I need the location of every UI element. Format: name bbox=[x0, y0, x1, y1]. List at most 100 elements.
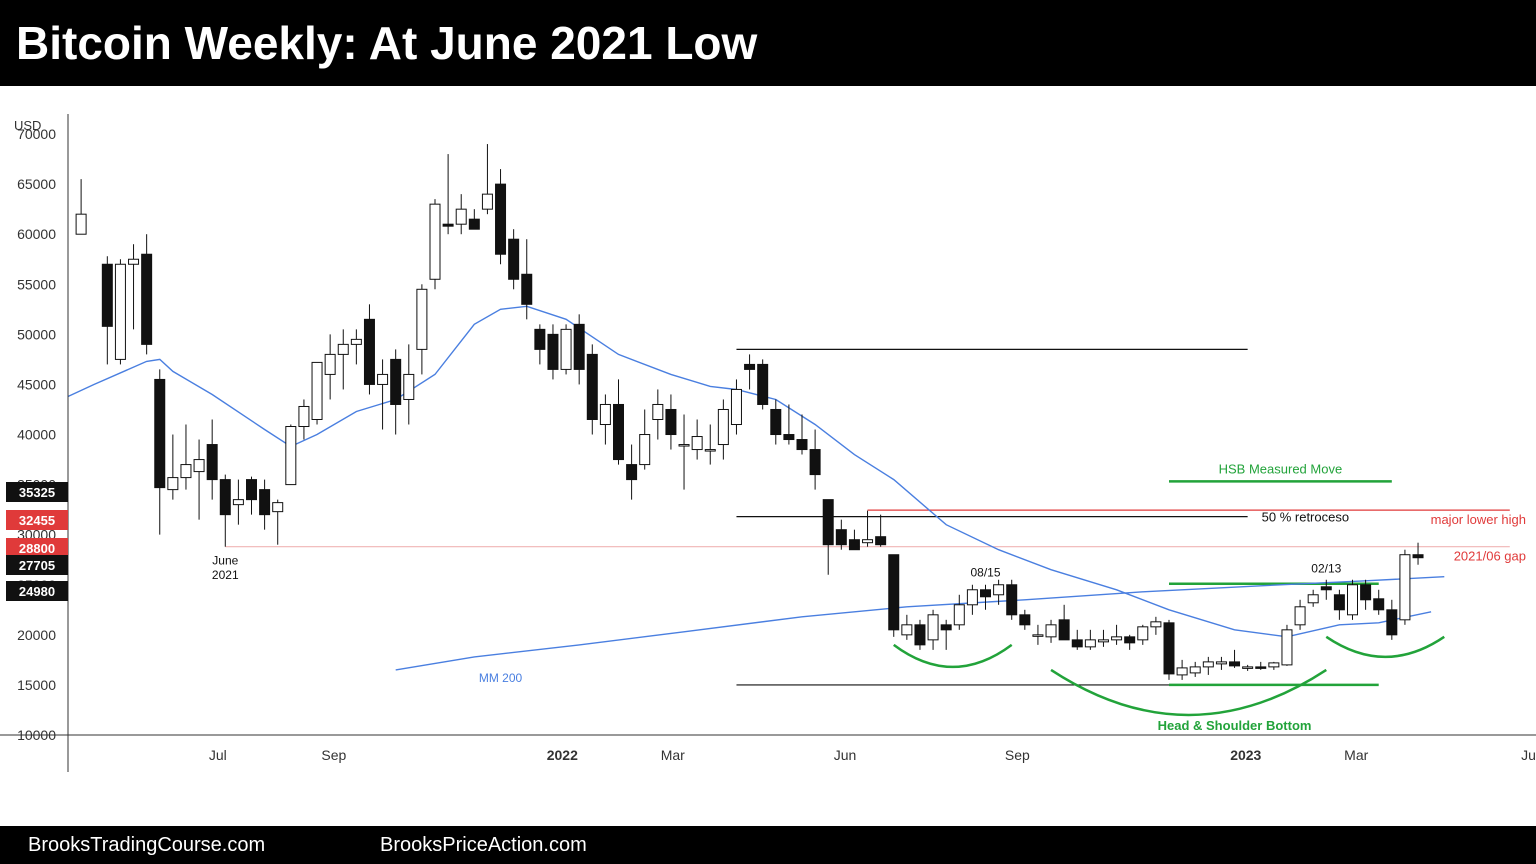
candle-body-bull bbox=[993, 584, 1005, 596]
candle bbox=[1163, 619, 1175, 680]
candle bbox=[586, 344, 598, 435]
price-chart[interactable]: USD1000015000200002500030000350004000045… bbox=[0, 86, 1536, 826]
level-label: major lower high bbox=[1431, 512, 1526, 527]
candle-body-bear bbox=[1229, 661, 1241, 667]
footer-link-brookstradingcourse[interactable]: BrooksTradingCourse.com bbox=[28, 834, 266, 856]
candle bbox=[1399, 549, 1411, 625]
candle bbox=[285, 424, 297, 486]
price-tag-label: 32455 bbox=[19, 513, 55, 528]
pattern-arc bbox=[1325, 635, 1445, 659]
candle bbox=[1412, 542, 1424, 565]
candle-body-bear bbox=[141, 253, 153, 345]
candle-body-bear bbox=[744, 363, 756, 370]
candle bbox=[770, 399, 782, 445]
candle bbox=[1202, 656, 1214, 675]
candle bbox=[101, 256, 113, 365]
candle-body-bull bbox=[691, 436, 703, 451]
candle bbox=[613, 379, 624, 465]
y-tick-label: 70000 bbox=[17, 126, 56, 142]
candle bbox=[311, 361, 323, 425]
candle-body-bull bbox=[1189, 666, 1201, 674]
candle bbox=[1137, 624, 1149, 645]
candle-body-bear bbox=[914, 624, 926, 646]
candle bbox=[232, 479, 244, 525]
candle bbox=[940, 619, 952, 650]
candle-body-bear bbox=[1019, 614, 1031, 626]
candle bbox=[717, 399, 729, 460]
candle bbox=[180, 424, 192, 490]
candle-body-bull bbox=[272, 502, 284, 513]
x-tick-label: Sep bbox=[1005, 747, 1030, 763]
level-label: 50 % retroceso bbox=[1262, 510, 1349, 525]
candle-body-bear bbox=[521, 273, 533, 305]
candle-body-bull bbox=[1032, 634, 1044, 637]
candle-body-bear bbox=[783, 434, 795, 441]
candle-body-bear bbox=[390, 358, 402, 405]
candle bbox=[1084, 629, 1096, 650]
chart-annotation: 08/15 bbox=[970, 566, 1000, 580]
price-tag: 32455 bbox=[6, 510, 68, 530]
candle bbox=[1386, 599, 1398, 640]
candle-body-bear bbox=[1058, 619, 1070, 641]
candle bbox=[730, 379, 742, 435]
candle-body-bear bbox=[1373, 598, 1385, 611]
chart-annotation: Head & Shoulder Bottom bbox=[1158, 718, 1312, 733]
candle-body-bull bbox=[953, 604, 965, 626]
price-tag-box bbox=[6, 538, 68, 558]
candle-body-bear bbox=[1320, 586, 1332, 591]
candle bbox=[1176, 659, 1188, 680]
candle bbox=[639, 409, 651, 470]
candle bbox=[1032, 624, 1044, 645]
x-tick-label: Ju bbox=[1521, 747, 1536, 763]
candle-body-bear bbox=[508, 238, 520, 280]
candle bbox=[141, 234, 153, 355]
candle-body-bull bbox=[429, 203, 441, 280]
candle bbox=[442, 154, 454, 235]
candle bbox=[953, 594, 965, 630]
y-tick-label: 65000 bbox=[17, 176, 56, 192]
y-tick-label: 15000 bbox=[17, 677, 56, 693]
level-label: HSB Measured Move bbox=[1219, 461, 1343, 476]
candle bbox=[521, 239, 533, 320]
candle-body-bear bbox=[259, 489, 271, 516]
candle bbox=[547, 324, 559, 380]
candle-body-bear bbox=[757, 363, 769, 405]
candle-body-bear bbox=[822, 499, 834, 546]
candle bbox=[1019, 609, 1031, 630]
candle bbox=[809, 429, 821, 490]
candle bbox=[757, 359, 769, 410]
footer-bar bbox=[0, 826, 1536, 864]
candle-body-bull bbox=[1137, 626, 1149, 641]
candle bbox=[783, 404, 795, 445]
candle bbox=[114, 259, 126, 365]
footer-link-brookspriceaction[interactable]: BrooksPriceAction.com bbox=[380, 834, 587, 856]
candle bbox=[350, 329, 362, 365]
candle bbox=[1111, 624, 1123, 645]
candle bbox=[128, 244, 140, 330]
chart-background bbox=[0, 86, 1536, 826]
candle bbox=[980, 584, 991, 610]
pattern-arc bbox=[893, 643, 1013, 669]
candle bbox=[390, 349, 402, 435]
candle-body-bull bbox=[1215, 661, 1227, 665]
price-tag: 24980 bbox=[6, 581, 68, 601]
candle bbox=[403, 344, 415, 425]
candle-body-bull bbox=[403, 373, 415, 400]
x-tick-label: Mar bbox=[661, 747, 685, 763]
candle bbox=[1347, 579, 1358, 620]
candle-body-bear bbox=[835, 529, 847, 546]
candle bbox=[298, 399, 310, 440]
candle bbox=[429, 199, 441, 290]
moving-average-line bbox=[67, 305, 1432, 638]
candle bbox=[75, 179, 87, 235]
candle bbox=[167, 434, 179, 500]
candle-body-bear bbox=[363, 318, 375, 385]
candle bbox=[796, 414, 808, 455]
candle-body-bull bbox=[416, 288, 428, 350]
candle bbox=[219, 474, 231, 547]
candle-body-bear bbox=[613, 403, 624, 461]
labels-layer: 50 % retroceso HSB Measured Move major low… bbox=[212, 461, 1526, 733]
candle-body-bull bbox=[1268, 662, 1280, 668]
axes-layer: USD1000015000200002500030000350004000045… bbox=[0, 114, 1536, 772]
candle bbox=[324, 334, 336, 400]
